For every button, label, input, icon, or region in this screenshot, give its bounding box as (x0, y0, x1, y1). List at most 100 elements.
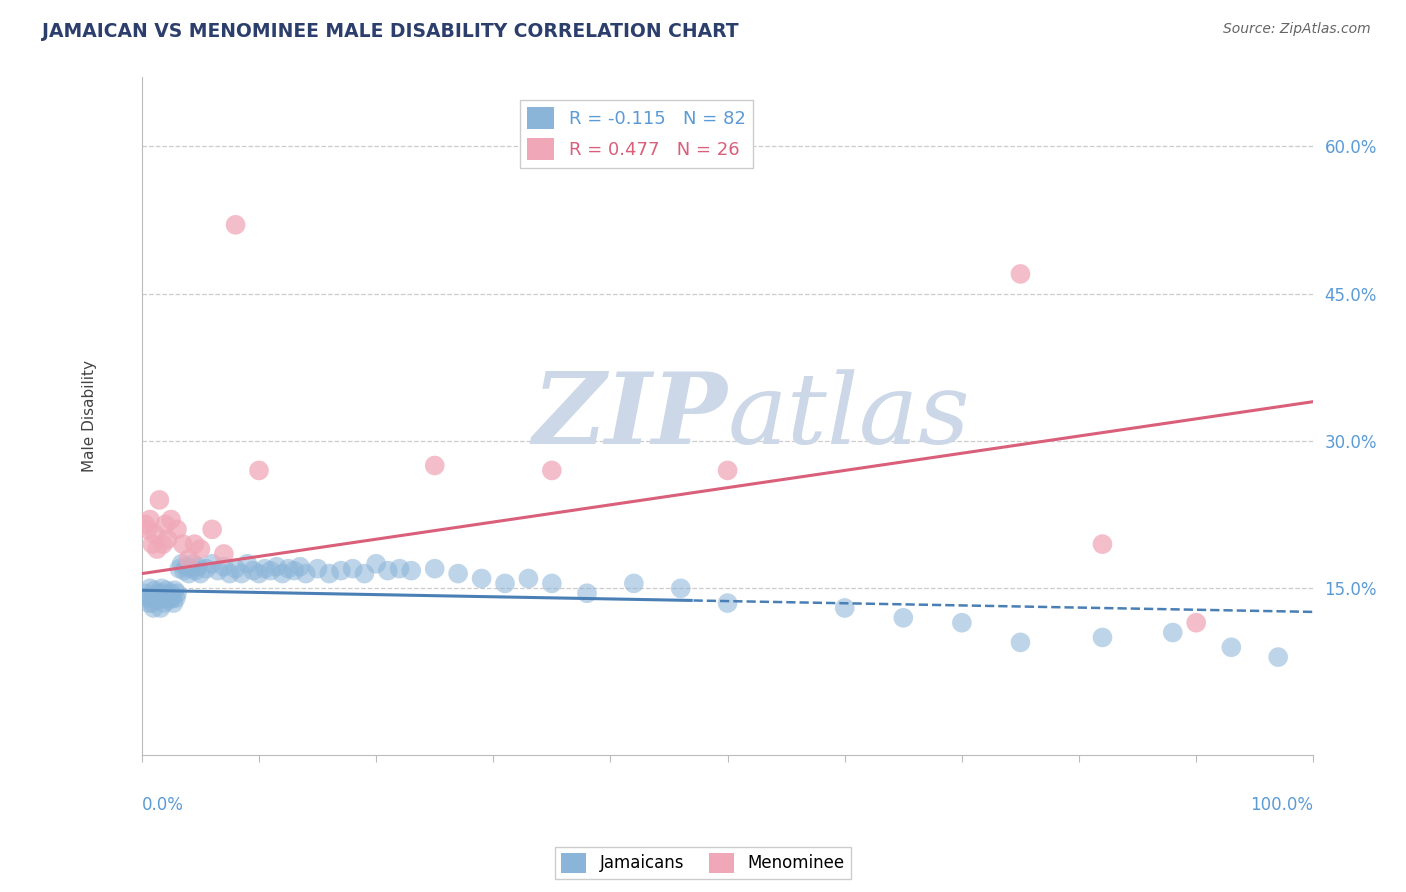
Point (212, 559, 235, 574)
Point (447, 566, 470, 581)
Point (201, 557, 224, 571)
Point (190, 542, 212, 557)
Point (148, 591, 170, 606)
Text: ZIP: ZIP (533, 368, 727, 465)
Point (266, 559, 288, 574)
Point (183, 557, 205, 571)
Point (236, 557, 259, 571)
Point (575, 586, 598, 600)
Point (165, 591, 187, 606)
Point (145, 589, 167, 603)
Point (141, 596, 163, 610)
Point (152, 586, 174, 600)
Text: Source: ZipAtlas.com: Source: ZipAtlas.com (1223, 22, 1371, 37)
Point (218, 566, 240, 581)
Point (342, 562, 364, 576)
Point (173, 564, 195, 578)
Point (1185, 615, 1208, 630)
Point (136, 591, 159, 606)
Point (136, 522, 159, 536)
Point (163, 583, 186, 598)
Point (146, 542, 169, 557)
Point (138, 596, 160, 610)
Point (716, 463, 738, 477)
Point (149, 601, 172, 615)
Point (162, 596, 184, 610)
Point (212, 547, 235, 561)
Point (242, 564, 264, 578)
Point (388, 562, 411, 576)
Point (166, 522, 188, 536)
Point (157, 593, 180, 607)
Point (277, 562, 299, 576)
Point (155, 583, 177, 598)
Point (1220, 640, 1243, 655)
Point (891, 611, 914, 625)
Point (541, 576, 564, 591)
Point (366, 557, 388, 571)
Point (231, 566, 253, 581)
Point (162, 591, 184, 606)
Point (247, 463, 270, 477)
Point (353, 566, 375, 581)
Point (401, 564, 423, 578)
Point (1010, 635, 1032, 649)
Text: 0.0%: 0.0% (142, 796, 184, 814)
Point (201, 522, 224, 536)
Point (187, 559, 209, 574)
Text: JAMAICAN VS MENOMINEE MALE DISABILITY CORRELATION CHART: JAMAICAN VS MENOMINEE MALE DISABILITY CO… (42, 22, 738, 41)
Point (142, 601, 165, 615)
Point (1091, 631, 1114, 645)
Point (159, 591, 181, 606)
Point (139, 512, 162, 526)
Point (155, 517, 177, 532)
Point (134, 586, 156, 600)
Point (176, 559, 198, 574)
Point (141, 537, 163, 551)
Point (141, 591, 163, 606)
Point (260, 564, 283, 578)
Point (471, 572, 494, 586)
Point (1267, 650, 1289, 665)
Point (288, 559, 311, 574)
Point (283, 564, 305, 578)
Point (377, 564, 399, 578)
Point (295, 566, 318, 581)
Point (160, 586, 183, 600)
Point (271, 566, 294, 581)
Legend: R = -0.115   N = 82, R = 0.477   N = 26: R = -0.115 N = 82, R = 0.477 N = 26 (520, 100, 752, 168)
Point (150, 582, 173, 596)
Point (146, 593, 169, 607)
Point (950, 615, 973, 630)
Point (143, 527, 166, 541)
Point (177, 552, 200, 566)
Point (180, 562, 202, 576)
Point (155, 591, 177, 606)
Point (134, 517, 156, 532)
Point (169, 562, 191, 576)
Point (143, 583, 166, 598)
Point (190, 566, 212, 581)
Point (156, 588, 179, 602)
Point (834, 601, 856, 615)
Point (318, 566, 340, 581)
Point (177, 566, 200, 581)
Text: atlas: atlas (727, 368, 970, 464)
Point (172, 537, 194, 551)
Point (1010, 267, 1032, 281)
Point (153, 596, 176, 610)
Point (1161, 625, 1184, 640)
Point (253, 562, 276, 576)
Point (423, 458, 446, 473)
Point (225, 218, 247, 232)
Point (541, 463, 564, 477)
Point (623, 576, 645, 591)
Point (148, 492, 170, 507)
Point (307, 562, 329, 576)
Legend: Jamaicans, Menominee: Jamaicans, Menominee (555, 847, 851, 880)
Point (423, 562, 446, 576)
Point (166, 586, 188, 600)
Point (1091, 537, 1114, 551)
Point (716, 596, 738, 610)
Point (152, 537, 174, 551)
